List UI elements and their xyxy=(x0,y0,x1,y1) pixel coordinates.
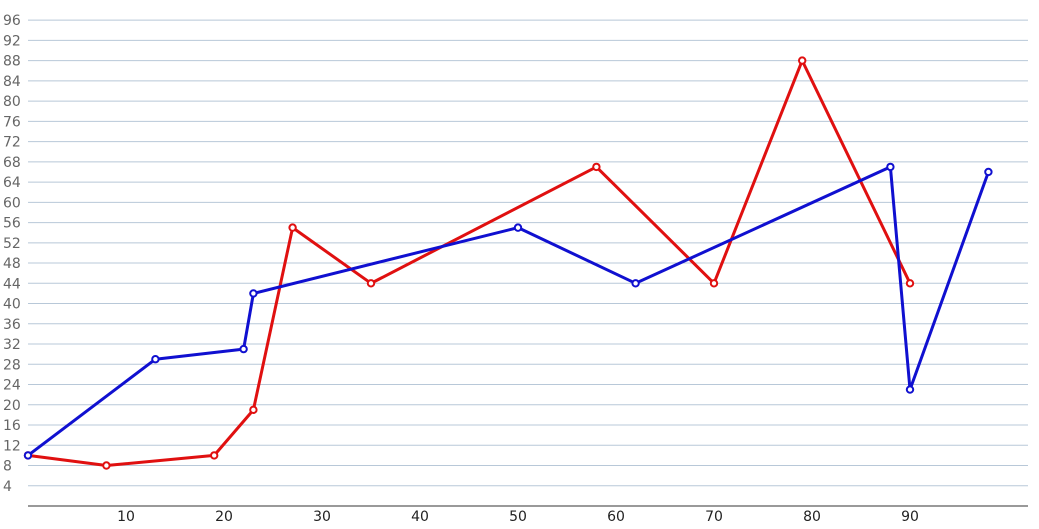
x-tick-label: 90 xyxy=(901,509,919,525)
y-tick-label: 40 xyxy=(3,297,21,313)
y-tick-label: 16 xyxy=(3,418,21,434)
series-1-point[interactable] xyxy=(905,279,915,288)
series-1-line xyxy=(26,59,912,468)
series-1-point[interactable] xyxy=(102,461,111,470)
y-tick-label: 4 xyxy=(3,479,12,495)
y-tick-label: 44 xyxy=(3,276,21,292)
x-tick-label: 40 xyxy=(411,509,429,525)
series-1-point[interactable] xyxy=(592,162,601,172)
y-tick-label: 52 xyxy=(3,236,21,252)
series-1-point[interactable] xyxy=(210,451,219,460)
y-tick-label: 72 xyxy=(3,135,21,151)
y-tick-label: 12 xyxy=(3,438,21,454)
series-1-point[interactable] xyxy=(288,223,297,232)
x-tick-label: 80 xyxy=(803,509,821,525)
series-2-point[interactable] xyxy=(23,451,33,460)
y-tick-label: 32 xyxy=(3,337,21,353)
series-1-point[interactable] xyxy=(798,56,807,65)
x-tick-label: 70 xyxy=(705,509,723,525)
y-tick-label: 84 xyxy=(3,74,21,90)
y-tick-label: 20 xyxy=(3,398,21,414)
y-tick-label: 28 xyxy=(3,357,21,373)
y-tick-label: 56 xyxy=(3,216,21,232)
series-2-point[interactable] xyxy=(151,355,160,364)
series-1-point[interactable] xyxy=(249,405,258,415)
x-tick-label: 50 xyxy=(509,509,527,525)
y-tick-label: 68 xyxy=(3,155,21,171)
x-tick-label: 30 xyxy=(313,509,331,525)
y-tick-label: 48 xyxy=(3,256,21,272)
series-2-line xyxy=(26,165,990,457)
series-2 xyxy=(23,162,993,460)
series-2-point[interactable] xyxy=(249,289,258,298)
y-tick-label: 8 xyxy=(3,459,12,475)
series-2-point[interactable] xyxy=(886,162,895,172)
x-tick-label: 10 xyxy=(117,509,135,525)
series-2-point[interactable] xyxy=(631,279,640,288)
y-tick-label: 24 xyxy=(3,378,21,394)
series-2-point[interactable] xyxy=(984,167,993,177)
x-tick-label: 20 xyxy=(215,509,233,525)
series-2-point[interactable] xyxy=(905,385,915,394)
y-tick-label: 92 xyxy=(3,33,21,49)
y-tick-label: 88 xyxy=(3,54,21,70)
series-1 xyxy=(23,56,915,470)
series-2-point[interactable] xyxy=(513,223,523,232)
series-1-point[interactable] xyxy=(709,279,719,288)
y-tick-label: 60 xyxy=(3,195,21,211)
x-tick-label: 60 xyxy=(607,509,625,525)
grid-lines xyxy=(28,19,1028,487)
x-axis-ticks: 10 20 30 40 50 60 70 80 90 xyxy=(117,509,919,525)
y-tick-label: 80 xyxy=(3,94,21,110)
series-2-point[interactable] xyxy=(239,344,248,354)
series-layer xyxy=(23,56,993,470)
y-tick-label: 64 xyxy=(3,175,21,191)
y-tick-label: 36 xyxy=(3,317,21,333)
series-1-point[interactable] xyxy=(366,279,376,288)
y-tick-label: 76 xyxy=(3,114,21,130)
y-axis-ticks: 4812162024283236404448525660646872768084… xyxy=(3,13,21,495)
y-tick-label: 96 xyxy=(3,13,21,29)
